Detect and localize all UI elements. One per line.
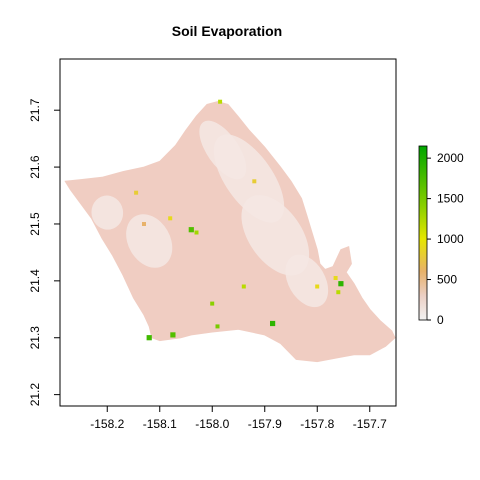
y-tick-label-3: 21.5	[28, 212, 42, 236]
evaporation-spot-11	[252, 179, 257, 184]
x-tick-label-0: -158.2	[90, 417, 124, 431]
map-area	[64, 99, 396, 363]
low-evaporation-area-5	[91, 195, 124, 230]
legend-tick-label-0: 0	[437, 313, 444, 327]
y-tick-label-0: 21.2	[28, 383, 42, 407]
evaporation-spot-5	[146, 335, 152, 341]
low-evaporation-area-4	[285, 254, 329, 308]
x-tick-label-1: -158.1	[143, 417, 177, 431]
evaporation-spot-4	[194, 230, 199, 235]
x-tick-label-5: -157.7	[353, 417, 387, 431]
legend-ticks: 0 500 1000 1500 2000	[427, 151, 464, 327]
y-tick-label-1: 21.3	[28, 326, 42, 350]
legend-tick-label-1: 500	[437, 273, 457, 287]
low-evaporation-mountain-area	[91, 120, 329, 308]
y-tick-label-4: 21.6	[28, 155, 42, 179]
x-axis: -158.2 -158.1 -158.0 -157.9 -157.8 -157.7	[90, 406, 387, 431]
plot-frame	[59, 58, 397, 407]
y-axis: 21.2 21.3 21.4 21.5 21.6 21.7	[28, 98, 60, 406]
color-legend: 0 500 1000 1500 2000	[418, 145, 464, 327]
evaporation-spot-0	[338, 281, 344, 287]
evaporation-spot-2	[333, 276, 338, 280]
low-evaporation-area-2	[199, 120, 247, 180]
x-tick-label-3: -157.9	[248, 417, 282, 431]
evaporation-spot-3	[188, 227, 194, 233]
legend-tick-label-2: 1000	[437, 232, 464, 246]
y-tick-label-2: 21.4	[28, 269, 42, 293]
low-evaporation-area-1	[241, 195, 310, 276]
legend-tick-label-4: 2000	[437, 151, 464, 165]
low-evaporation-area-3	[126, 214, 173, 268]
evaporation-spot-16	[315, 284, 320, 289]
evaporation-spot-15	[142, 222, 146, 226]
evaporation-spot-1	[336, 290, 341, 295]
evaporation-spot-8	[270, 320, 276, 327]
evaporation-spot-10	[210, 301, 215, 306]
evaporation-spot-7	[215, 324, 220, 329]
x-tick-label-2: -158.0	[195, 417, 229, 431]
evaporation-spot-6	[170, 332, 176, 338]
legend-color-bar	[418, 145, 428, 321]
evaporation-spot-12	[218, 99, 223, 104]
y-tick-label-5: 21.7	[28, 98, 42, 122]
evaporation-spot-14	[134, 190, 139, 195]
map-title: Soil Evaporation	[172, 23, 282, 39]
evaporation-spot-13	[168, 216, 173, 221]
legend-tick-label-3: 1500	[437, 192, 464, 206]
evaporation-spot-9	[241, 284, 246, 289]
x-tick-label-4: -157.8	[300, 417, 334, 431]
high-evaporation-spots	[134, 99, 344, 341]
